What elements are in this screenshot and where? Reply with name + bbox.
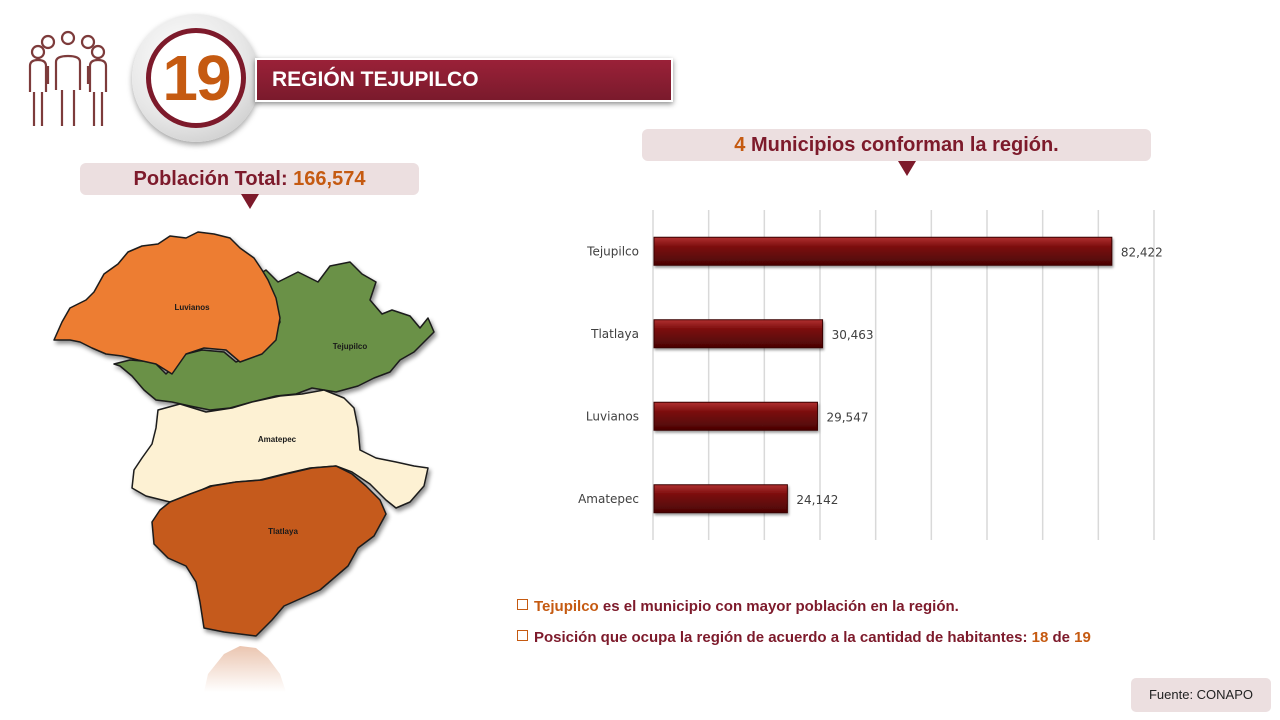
population-total: Población Total: 166,574 bbox=[80, 163, 419, 195]
region-map: Luvianos Tejupilco Amatepec Tlatlaya bbox=[53, 231, 435, 692]
source-label: Fuente: CONAPO bbox=[1148, 687, 1254, 702]
map-label-tejupilco: Tejupilco bbox=[333, 342, 368, 351]
value-label: 82,422 bbox=[1121, 245, 1163, 259]
note2-position: 18 bbox=[1031, 629, 1049, 646]
value-label: 29,547 bbox=[826, 410, 868, 424]
map-label-amatepec: Amatepec bbox=[258, 435, 297, 444]
note2-text: Posición que ocupa la región de acuerdo … bbox=[534, 629, 1028, 646]
people-icon bbox=[28, 30, 108, 126]
category-label: Luvianos bbox=[586, 409, 639, 423]
bar-tlatlaya bbox=[653, 319, 824, 349]
map-reflection bbox=[204, 646, 286, 692]
category-label: Tejupilco bbox=[586, 244, 639, 258]
chart-labels: Tejupilco 82,422 Tlatlaya 30,463 Luvianos 29,… bbox=[578, 244, 1163, 507]
bar-amatepec bbox=[653, 484, 788, 514]
region-number: 19 bbox=[162, 42, 231, 114]
municipios-count: 4 bbox=[734, 134, 746, 156]
value-label: 24,142 bbox=[796, 493, 838, 507]
municipios-heading: 4 Municipios conforman la región. bbox=[642, 129, 1151, 161]
municipios-arrow-icon bbox=[898, 161, 916, 176]
value-label: 30,463 bbox=[832, 328, 874, 342]
population-value: 166,574 bbox=[293, 168, 366, 190]
category-label: Tlatlaya bbox=[590, 327, 639, 341]
map-label-luvianos: Luvianos bbox=[174, 303, 210, 312]
map-region-amatepec bbox=[131, 389, 429, 509]
bar-luvianos bbox=[653, 401, 818, 431]
region-title-bar bbox=[255, 58, 673, 102]
map-label-tlatlaya: Tlatlaya bbox=[268, 527, 298, 536]
note-largest-municipio: Tejupilco es el municipio con mayor pobl… bbox=[517, 598, 959, 615]
map-region-tlatlaya bbox=[151, 465, 387, 637]
category-label: Amatepec bbox=[578, 492, 639, 506]
municipios-text: Municipios conforman la región. bbox=[750, 134, 1059, 156]
population-bar-chart: Tejupilco 82,422 Tlatlaya 30,463 Luvianos 29,… bbox=[578, 210, 1163, 540]
checkbox-bullet-icon bbox=[517, 599, 528, 610]
source-box bbox=[1131, 678, 1271, 712]
chart-bars bbox=[653, 236, 1113, 514]
population-label: Población Total: bbox=[133, 168, 288, 190]
note2-total: 19 bbox=[1074, 629, 1091, 646]
note1-highlight: Tejupilco bbox=[534, 598, 599, 615]
map-region-luvianos bbox=[53, 231, 281, 375]
note2-of: de bbox=[1052, 629, 1070, 646]
region-number-ring bbox=[146, 28, 246, 128]
note1-text: es el municipio con mayor población en l… bbox=[602, 598, 959, 615]
region-title: REGIÓN TEJUPILCO bbox=[272, 68, 479, 91]
population-arrow-icon bbox=[241, 194, 259, 209]
note-region-position: Posición que ocupa la región de acuerdo … bbox=[517, 629, 1091, 646]
checkbox-bullet-icon bbox=[517, 630, 528, 641]
bar-tejupilco bbox=[653, 236, 1113, 266]
municipios-pill bbox=[642, 129, 1151, 161]
population-pill bbox=[80, 163, 419, 195]
